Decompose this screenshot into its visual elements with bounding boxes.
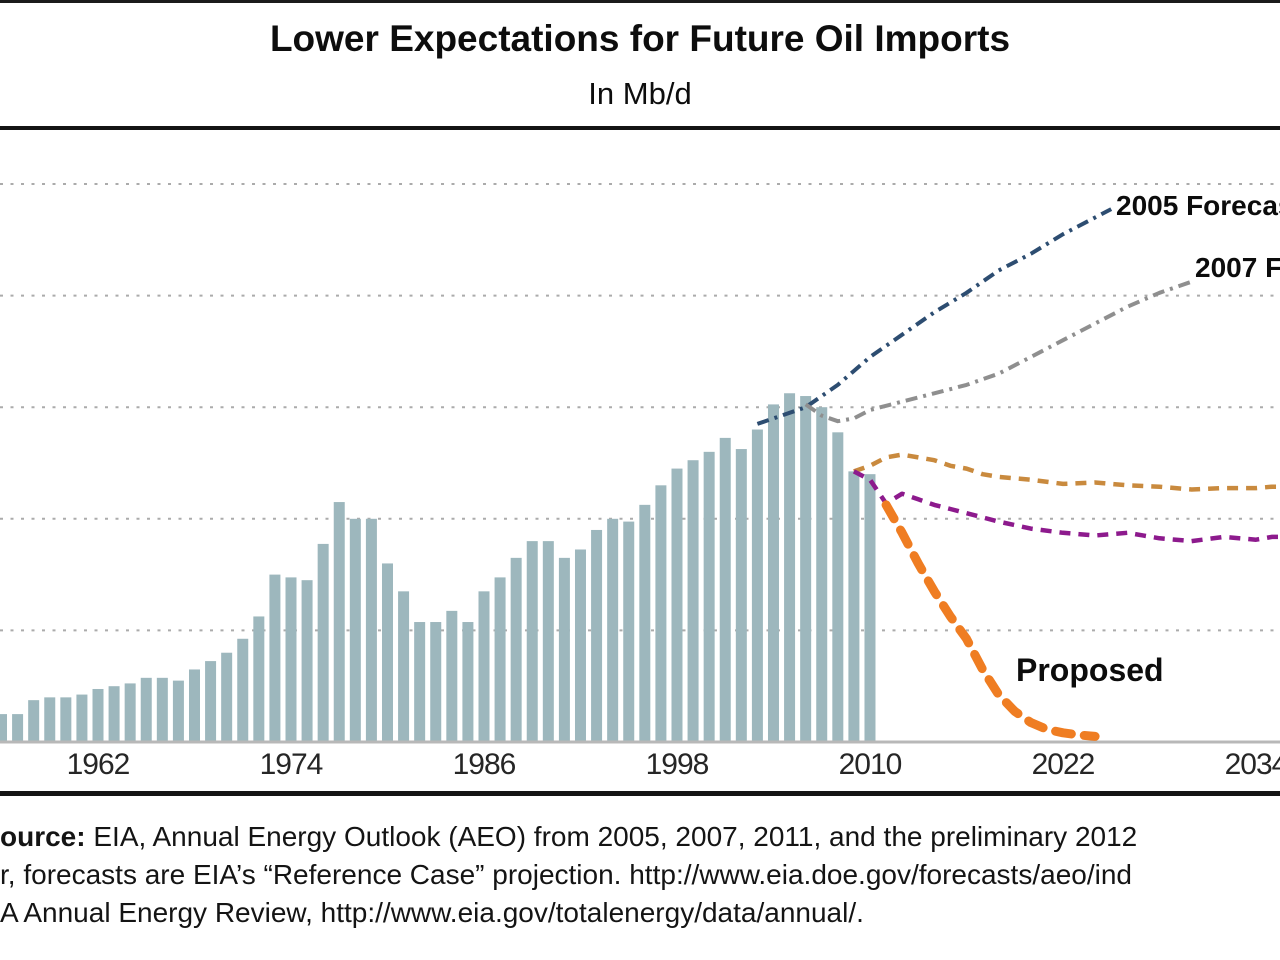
history-bar <box>832 432 844 742</box>
source-note-line-2: r, forecasts are EIA’s “Reference Case” … <box>0 859 1132 890</box>
history-bar <box>60 697 72 742</box>
history-bar <box>108 686 120 742</box>
history-bar <box>237 638 249 742</box>
history-bar <box>221 652 233 742</box>
history-bar <box>365 518 377 742</box>
history-bar <box>639 504 651 742</box>
history-bar <box>462 622 474 742</box>
history-bar <box>0 714 8 742</box>
history-bar <box>542 541 554 742</box>
source-note-line-3: A Annual Energy Review, http://www.eia.g… <box>0 897 864 928</box>
history-bar <box>478 591 490 742</box>
history-bar <box>510 557 522 742</box>
history-bar <box>301 580 313 742</box>
series-label-2005-forecast: 2005 Forecast <box>1116 190 1280 221</box>
history-bar <box>398 591 410 742</box>
history-bar <box>44 697 56 742</box>
forecast-line-2012-preliminary-forecast <box>852 469 1280 544</box>
history-bar <box>285 577 297 742</box>
history-bar <box>188 669 200 742</box>
history-bar <box>92 688 104 742</box>
history-bar <box>848 471 860 742</box>
history-bar <box>253 616 265 742</box>
history-bar <box>494 577 506 742</box>
source-note-prefix: ource: <box>0 821 86 852</box>
forecast-line-proposed <box>881 500 1100 741</box>
source-note-line-1-text: EIA, Annual Energy Outlook (AEO) from 20… <box>85 821 1138 852</box>
history-bar <box>719 437 731 742</box>
history-bar <box>430 622 442 742</box>
history-bar <box>317 543 329 742</box>
history-bar <box>816 407 828 742</box>
history-bar <box>655 485 667 742</box>
history-bar <box>784 393 796 742</box>
series-label-proposed: Proposed <box>1016 652 1164 688</box>
history-bar <box>864 474 876 742</box>
forecast-line-2011-forecast <box>853 452 1280 492</box>
history-bar <box>671 468 683 742</box>
history-bar <box>623 521 635 742</box>
history-bar <box>574 549 586 742</box>
series-label-2007-forecast: 2007 Forecast <box>1195 252 1280 283</box>
history-bar <box>526 541 538 742</box>
history-bar <box>607 518 619 742</box>
history-bar <box>76 694 88 742</box>
footer-divider <box>0 791 1280 796</box>
history-bar <box>800 396 812 742</box>
history-bar <box>156 677 168 742</box>
history-bar <box>172 680 184 742</box>
history-bar <box>558 557 570 742</box>
forecast-line-2007-forecast <box>804 279 1193 424</box>
history-bar <box>767 404 779 742</box>
history-bar <box>333 502 345 742</box>
history-bar <box>446 610 458 742</box>
history-bar <box>414 622 426 742</box>
history-bar <box>381 563 393 742</box>
history-bar <box>591 529 603 742</box>
page-subtitle: In Mb/d <box>588 76 692 111</box>
history-bar <box>12 714 24 742</box>
history-bar <box>687 460 699 742</box>
title-divider <box>0 126 1280 130</box>
history-bar <box>124 683 136 742</box>
history-bar <box>703 451 715 742</box>
history-bar <box>349 518 361 742</box>
history-bar <box>269 574 281 742</box>
history-bar <box>140 677 152 742</box>
history-bar <box>751 429 763 742</box>
page-title: Lower Expectations for Future Oil Import… <box>269 18 1011 59</box>
history-bar <box>735 449 747 742</box>
history-bar <box>28 700 40 742</box>
history-bar <box>205 661 217 742</box>
top-border <box>0 0 1280 3</box>
forecast-line-2005-forecast <box>756 207 1113 426</box>
source-note-line-1: ource: EIA, Annual Energy Outlook (AEO) … <box>0 821 1280 853</box>
